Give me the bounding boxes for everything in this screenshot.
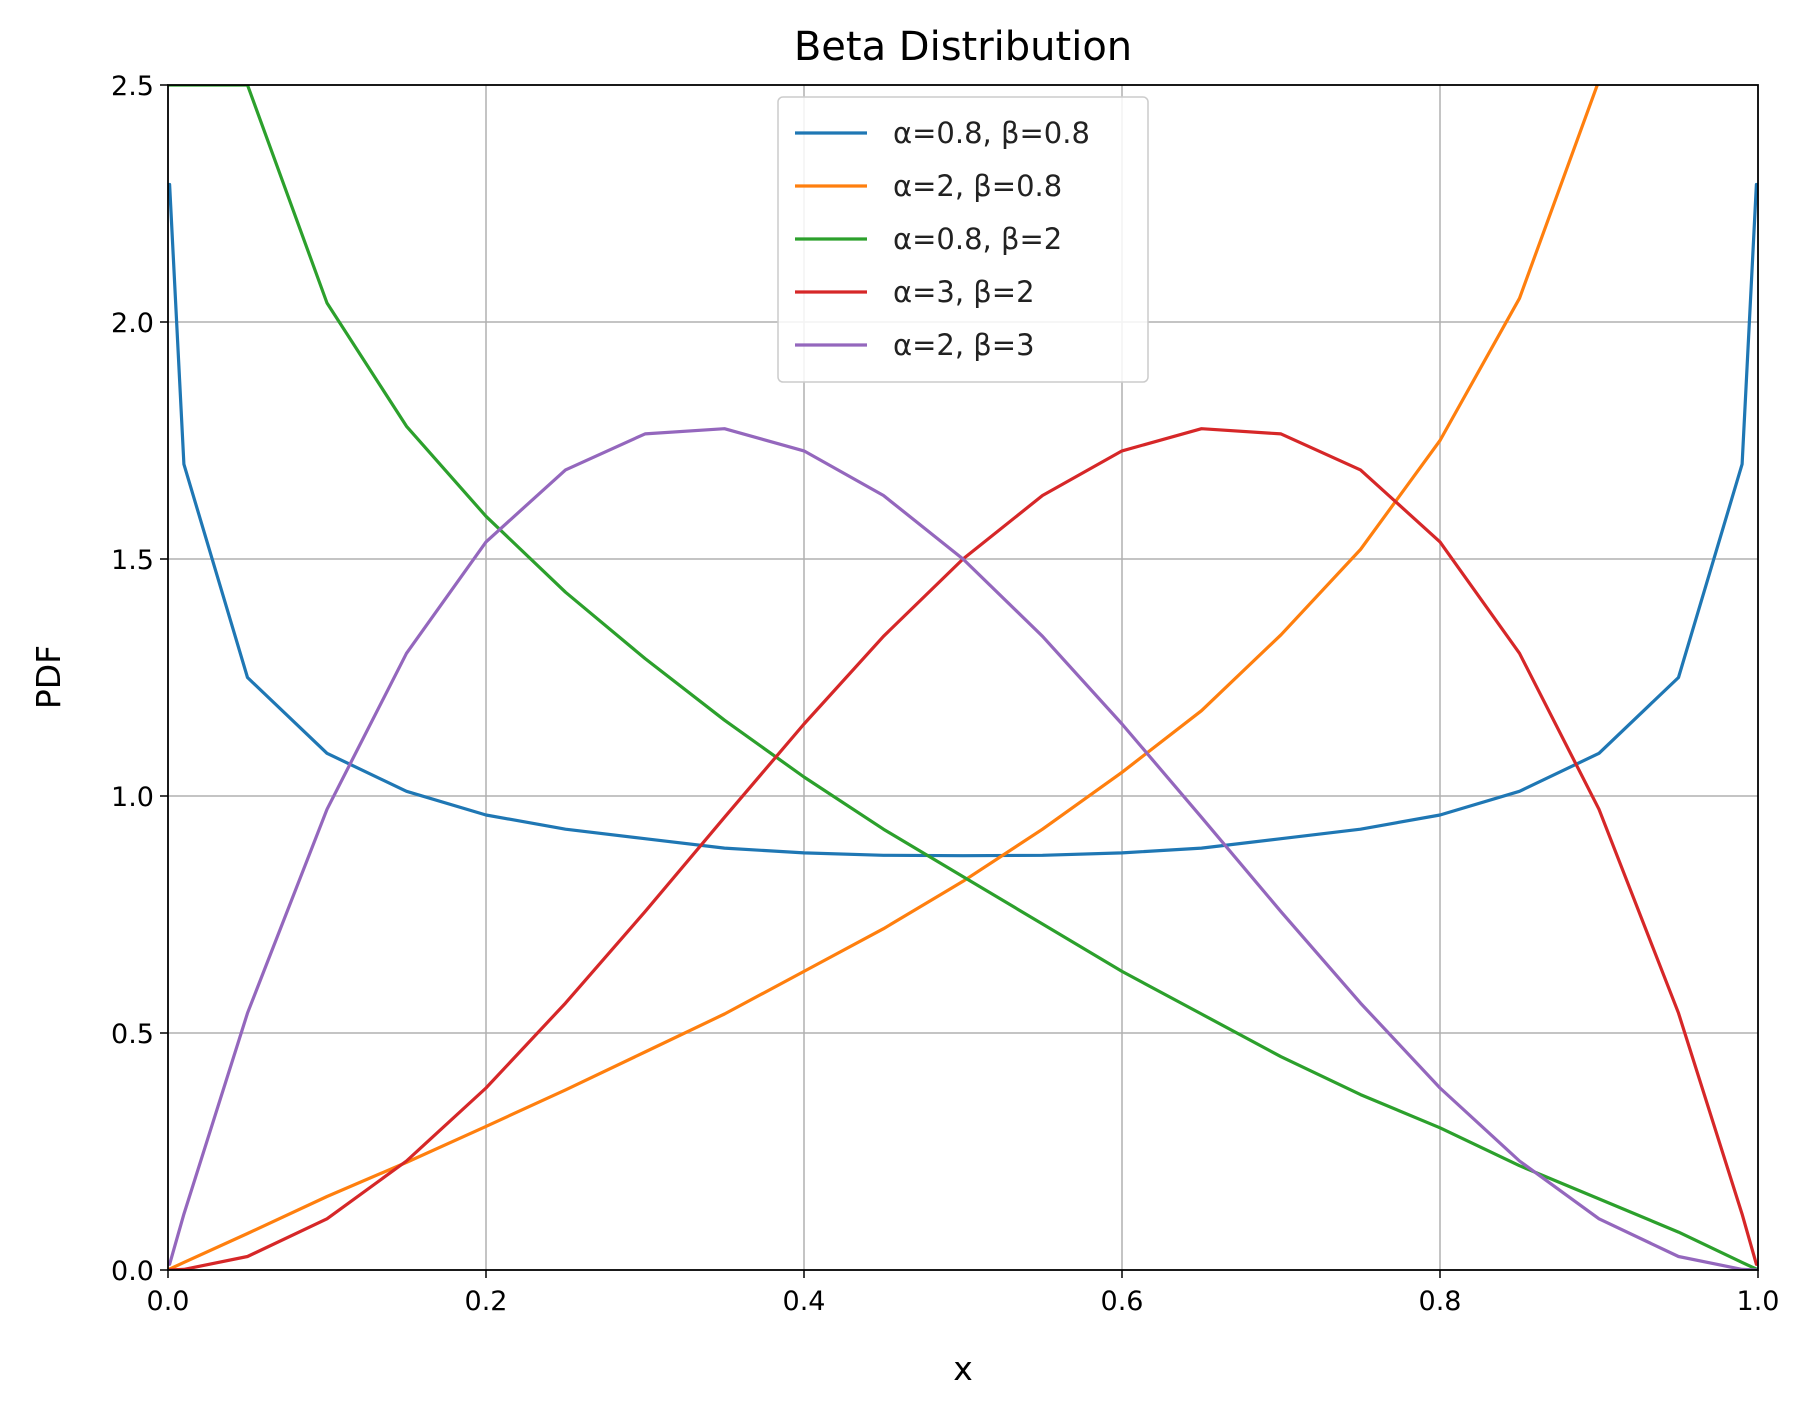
x-axis-label: x xyxy=(953,1349,973,1388)
x-tick-label: 0.8 xyxy=(1419,1286,1462,1317)
legend-label-5: α=2, β=3 xyxy=(893,328,1035,362)
legend-label-3: α=0.8, β=2 xyxy=(893,222,1062,256)
x-tick-label: 0.6 xyxy=(1101,1286,1144,1317)
y-tick-label: 0.5 xyxy=(111,1019,154,1050)
y-tick-label: 1.5 xyxy=(111,545,154,576)
series-lines xyxy=(168,85,1758,1270)
x-tick-label: 0.0 xyxy=(147,1286,190,1317)
y-tick-label: 1.0 xyxy=(111,782,154,813)
series-line-5 xyxy=(168,427,1758,1270)
series-line-1 xyxy=(168,182,1758,858)
y-axis-label: PDF xyxy=(29,645,68,709)
x-tick-label: 0.2 xyxy=(465,1286,508,1317)
legend-box xyxy=(777,96,1149,383)
legend-label-2: α=2, β=0.8 xyxy=(893,169,1062,203)
legend: α=0.8, β=0.8 α=2, β=0.8 α=0.8, β=2 α=3, β=2… xyxy=(777,96,1149,383)
axis-ticks: 0.0 0.2 0.4 0.6 0.8 1.0 0.0 0.5 1.0 1.5 2.0 2.5 xyxy=(111,71,1779,1317)
legend-label-1: α=0.8, β=0.8 xyxy=(893,116,1090,150)
legend-label-4: α=3, β=2 xyxy=(893,275,1035,309)
y-tick-label: 2.5 xyxy=(111,71,154,102)
series-line-2 xyxy=(168,85,1599,1270)
y-tick-label: 2.0 xyxy=(111,308,154,339)
chart-title: Beta Distribution xyxy=(794,24,1132,70)
x-tick-label: 0.4 xyxy=(783,1286,826,1317)
series-line-3 xyxy=(168,85,1758,1270)
y-tick-label: 0.0 xyxy=(111,1256,154,1287)
axes-frame xyxy=(167,84,1759,1271)
x-tick-label: 1.0 xyxy=(1737,1286,1780,1317)
